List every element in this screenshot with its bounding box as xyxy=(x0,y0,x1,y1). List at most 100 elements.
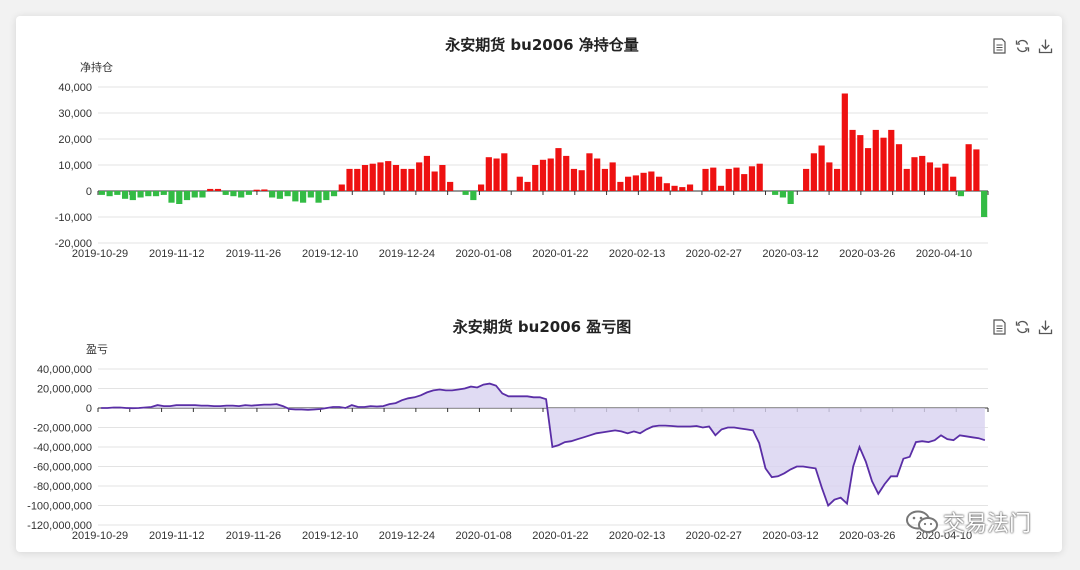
bar[interactable] xyxy=(361,165,369,191)
bar[interactable] xyxy=(857,135,864,191)
bar[interactable] xyxy=(137,191,144,198)
bar[interactable] xyxy=(617,181,624,191)
restore-icon[interactable] xyxy=(1015,38,1030,54)
bar[interactable] xyxy=(586,153,593,191)
bar[interactable] xyxy=(238,191,245,198)
bar[interactable] xyxy=(655,176,663,191)
save-image-icon[interactable] xyxy=(1038,38,1053,54)
bar[interactable] xyxy=(965,144,972,191)
bar[interactable] xyxy=(841,93,848,192)
bar[interactable] xyxy=(911,157,918,191)
bar[interactable] xyxy=(493,158,500,192)
bar[interactable] xyxy=(176,191,183,204)
bar[interactable] xyxy=(950,176,957,191)
bar[interactable] xyxy=(199,191,206,198)
bar[interactable] xyxy=(315,191,322,203)
bar[interactable] xyxy=(934,167,941,191)
bar[interactable] xyxy=(826,162,833,191)
bar[interactable] xyxy=(191,191,198,198)
bar[interactable] xyxy=(919,155,926,191)
bar[interactable] xyxy=(663,183,670,191)
bar[interactable] xyxy=(671,185,678,191)
bar[interactable] xyxy=(323,191,330,201)
bar[interactable] xyxy=(594,158,601,192)
bar[interactable] xyxy=(477,184,485,192)
bar[interactable] xyxy=(346,168,353,191)
bar[interactable] xyxy=(129,191,136,201)
bar[interactable] xyxy=(524,181,531,191)
bar[interactable] xyxy=(516,176,523,191)
bar[interactable] xyxy=(106,191,113,197)
bar[interactable] xyxy=(230,191,237,197)
bar[interactable] xyxy=(416,162,423,191)
bar[interactable] xyxy=(307,191,314,198)
bar[interactable] xyxy=(555,148,562,191)
bar[interactable] xyxy=(895,144,903,191)
bar[interactable] xyxy=(330,191,338,197)
bar[interactable] xyxy=(168,191,175,203)
bar[interactable] xyxy=(748,166,756,191)
bar[interactable] xyxy=(354,168,361,191)
bar[interactable] xyxy=(261,189,268,191)
bar[interactable] xyxy=(121,191,129,199)
save-image-icon[interactable] xyxy=(1038,319,1053,335)
bar[interactable] xyxy=(779,191,787,198)
bar[interactable] xyxy=(772,191,779,195)
data-view-icon[interactable] xyxy=(992,38,1007,54)
bar[interactable] xyxy=(957,191,965,197)
bar[interactable] xyxy=(578,170,585,191)
bar[interactable] xyxy=(872,129,879,191)
bar[interactable] xyxy=(888,129,895,191)
bar[interactable] xyxy=(253,189,260,191)
bar[interactable] xyxy=(903,168,910,191)
series-line[interactable] xyxy=(101,382,986,508)
bar[interactable] xyxy=(625,176,632,191)
bar[interactable] xyxy=(864,148,872,191)
bar[interactable] xyxy=(485,157,492,191)
bar[interactable] xyxy=(470,191,477,201)
bar[interactable] xyxy=(686,184,694,192)
bar[interactable] xyxy=(369,163,376,191)
bar[interactable] xyxy=(292,191,299,202)
bar[interactable] xyxy=(880,137,887,191)
bar[interactable] xyxy=(787,191,794,204)
bar[interactable] xyxy=(539,159,547,191)
bar[interactable] xyxy=(810,153,817,191)
bar[interactable] xyxy=(717,185,725,191)
bar[interactable] xyxy=(299,191,307,203)
data-view-icon[interactable] xyxy=(992,319,1007,335)
bar[interactable] xyxy=(563,155,570,191)
bar[interactable] xyxy=(803,168,810,191)
bar[interactable] xyxy=(710,167,717,191)
bar[interactable] xyxy=(741,174,748,191)
bar[interactable] xyxy=(276,191,283,199)
bar[interactable] xyxy=(98,191,105,195)
bar[interactable] xyxy=(532,165,539,191)
bar[interactable] xyxy=(400,168,407,191)
bar[interactable] xyxy=(926,162,934,191)
bar[interactable] xyxy=(733,167,740,191)
bar[interactable] xyxy=(640,172,647,191)
bar[interactable] xyxy=(152,191,160,197)
bar[interactable] xyxy=(245,191,253,195)
bar[interactable] xyxy=(447,181,454,191)
bar[interactable] xyxy=(981,191,988,217)
bar[interactable] xyxy=(145,191,152,197)
bar[interactable] xyxy=(632,175,639,191)
bar[interactable] xyxy=(284,191,291,197)
bar[interactable] xyxy=(501,153,508,191)
bar[interactable] xyxy=(377,162,384,191)
bar[interactable] xyxy=(183,191,191,201)
restore-icon[interactable] xyxy=(1015,319,1030,335)
bar[interactable] xyxy=(439,165,446,191)
bar[interactable] xyxy=(702,168,709,191)
bar[interactable] xyxy=(547,158,554,192)
bar[interactable] xyxy=(818,145,825,192)
bar[interactable] xyxy=(609,162,616,191)
bar[interactable] xyxy=(833,168,841,191)
bar[interactable] xyxy=(114,191,121,195)
bar[interactable] xyxy=(222,191,229,195)
bar[interactable] xyxy=(570,168,578,191)
bar[interactable] xyxy=(207,188,214,191)
bar[interactable] xyxy=(160,191,167,195)
